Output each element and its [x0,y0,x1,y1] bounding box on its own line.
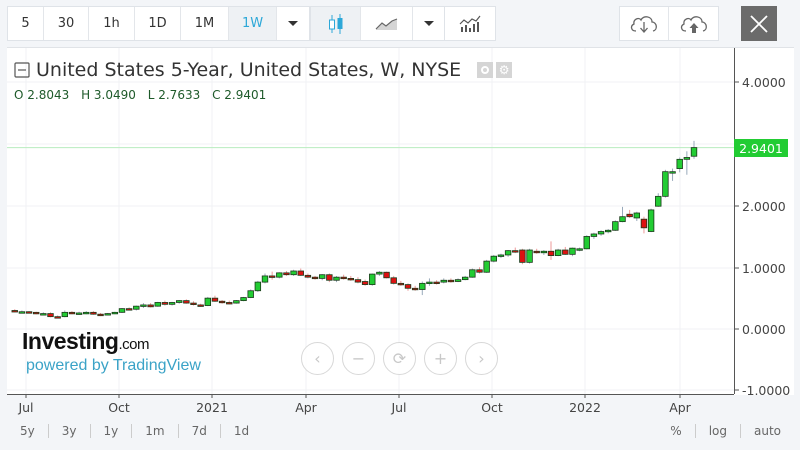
chart-nav-buttons: ‹ − ⟳ + › [301,342,498,375]
area-chart-button[interactable] [361,7,413,40]
auto-scale-toggle[interactable]: auto [753,424,781,438]
cloud-download-icon [630,15,657,33]
interval-1d[interactable]: 1D [135,7,181,40]
range-selector: 5y 3y 1y 1m 7d 1d [7,424,262,438]
indicators-group [444,6,496,41]
powered-by-tradingview[interactable]: powered by TradingView [26,357,201,374]
logo-main-text: Investing [22,328,119,354]
x-tick-oct-2021: Oct [481,400,503,415]
minus-icon: − [351,349,366,368]
last-price-tag: 2.9401 [734,139,788,157]
bottom-bar: 5y 3y 1y 1m 7d 1d % log auto [7,418,794,444]
chart-type-dropdown[interactable] [413,7,445,40]
indicators-icon [459,15,481,32]
collapse-legend-icon[interactable] [14,62,30,78]
interval-1w[interactable]: 1W [229,7,277,40]
interval-1h[interactable]: 1h [89,7,135,40]
reset-button[interactable]: ⟳ [383,342,416,375]
visibility-icon[interactable] [477,62,494,78]
zoom-out-button[interactable]: − [342,342,375,375]
cloud-upload-icon [680,15,707,33]
y-tick-neg1: -1.0000 [742,383,791,398]
zoom-in-button[interactable]: + [424,342,457,375]
interval-30[interactable]: 30 [44,7,89,40]
chart-type-group [310,6,446,41]
percent-scale-toggle[interactable]: % [657,424,696,438]
scroll-left-button[interactable]: ‹ [301,342,334,375]
cloud-download-button[interactable] [620,7,669,40]
close-value: C 2.9401 [212,88,267,102]
caret-down-icon [424,21,434,26]
chevron-right-icon: › [478,349,485,368]
range-1d[interactable]: 1d [233,424,250,438]
chart-area[interactable] [7,47,794,395]
interval-5[interactable]: 5 [8,7,44,40]
chart-title: United States 5-Year, United States, W, … [14,59,513,81]
x-tick-apr-2022: Apr [669,400,691,415]
y-tick-4: 4.0000 [742,75,786,90]
interval-group: 5 30 1h 1D 1M 1W [7,6,310,41]
interval-1m[interactable]: 1M [181,7,229,40]
x-tick-2021: 2021 [196,400,228,415]
y-tick-2: 2.0000 [742,199,786,214]
close-icon [750,14,768,33]
candlestick-icon [328,13,342,34]
y-tick-1: 1.0000 [742,261,786,276]
chevron-left-icon: ‹ [314,349,321,368]
x-tick-apr-2021: Apr [295,400,317,415]
x-tick-2022: 2022 [569,400,601,415]
candlestick-button[interactable] [311,7,361,40]
cloud-upload-button[interactable] [669,7,718,40]
x-tick-jul-2020: Jul [18,400,34,415]
interval-dropdown[interactable] [277,7,309,40]
range-7d[interactable]: 7d [179,424,221,438]
range-3y[interactable]: 3y [49,424,91,438]
scale-options: % log auto [657,424,794,438]
y-tick-0: 0.0000 [742,322,786,337]
investing-logo[interactable]: Investing.com powered by TradingView [22,328,201,375]
range-5y[interactable]: 5y [7,424,49,438]
x-tick-jul-2021: Jul [391,400,407,415]
high-value: H 3.0490 [81,88,136,102]
range-1m[interactable]: 1m [132,424,179,438]
chart-title-text: United States 5-Year, United States, W, … [36,59,462,81]
ohlc-values: O 2.8043 H 3.0490 L 2.7633 C 2.9401 [14,88,274,102]
settings-gear-icon[interactable]: ⚙ [496,62,513,78]
area-chart-icon [375,17,397,30]
plus-icon: + [433,349,448,368]
x-tick-oct-2020: Oct [108,400,130,415]
caret-down-icon [288,21,298,26]
log-scale-toggle[interactable]: log [696,424,741,438]
indicators-button[interactable] [445,7,495,40]
range-1y[interactable]: 1y [91,424,133,438]
low-value: L 2.7633 [147,88,201,102]
toolbar: 5 30 1h 1D 1M 1W [0,0,800,48]
reset-icon: ⟳ [392,349,407,368]
logo-suffix: .com [118,336,149,353]
close-button[interactable] [741,6,777,41]
scroll-right-button[interactable]: › [465,342,498,375]
cloud-group [619,6,719,41]
open-value: O 2.8043 [14,88,70,102]
